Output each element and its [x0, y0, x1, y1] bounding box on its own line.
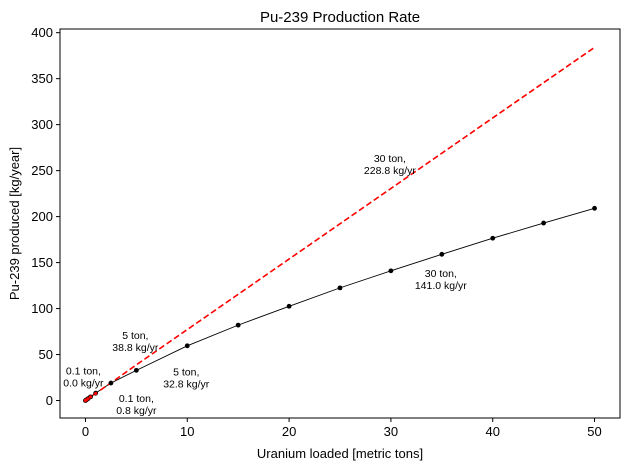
y-axis-ticks: 0 50 100 150 200 250 300 350 400: [31, 25, 60, 408]
annotation-line-2: 228.8 kg/yr: [364, 165, 416, 177]
y-tick-label: 200: [31, 209, 53, 224]
data-point: [388, 268, 394, 274]
y-tick-label: 50: [39, 347, 53, 362]
x-tick-label: 20: [282, 424, 296, 439]
data-point: [490, 235, 496, 241]
annotation-line-1: 5 ton,: [122, 330, 148, 342]
data-point: [133, 367, 139, 373]
data-point: [184, 343, 190, 349]
series-line-solid: [85, 207, 595, 401]
annotation-line-2: 141.0 kg/yr: [415, 280, 467, 292]
y-tick-label: 100: [31, 301, 53, 316]
annotation-line-1: 0.1 ton,: [119, 393, 154, 405]
data-point: [286, 303, 292, 309]
y-tick-label: 150: [31, 255, 53, 270]
data-point-red: [86, 397, 90, 401]
series-line-dashed: [84, 46, 596, 402]
data-point: [592, 205, 597, 211]
annotation-line-2: 0.0 kg/yr: [63, 378, 104, 390]
y-tick-label: 250: [31, 163, 53, 178]
data-point: [337, 285, 343, 291]
data-point: [235, 322, 241, 328]
y-axis-label: Pu-239 produced [kg/year]: [7, 147, 22, 300]
y-tick-label: 300: [31, 117, 53, 132]
y-tick-label: 400: [31, 25, 53, 40]
annotation-line-2: 32.8 kg/yr: [163, 379, 210, 391]
data-point: [108, 380, 114, 386]
annotation-line-1: 30 ton,: [374, 153, 406, 165]
data-point: [439, 251, 445, 257]
annotation-line-1: 0.1 ton,: [66, 366, 101, 378]
annotation-line-2: 38.8 kg/yr: [112, 342, 159, 354]
axes-frame: [59, 28, 621, 419]
x-tick-label: 0: [82, 424, 89, 439]
data-point-red: [88, 395, 93, 399]
annotations: 0.1 ton,0.0 kg/yr0.1 ton,0.8 kg/yr5 ton,…: [63, 153, 467, 417]
annotation-line-1: 5 ton,: [173, 367, 199, 379]
x-tick-label: 10: [180, 424, 194, 439]
x-tick-label: 50: [587, 424, 601, 439]
y-tick-label: 0: [46, 393, 53, 408]
x-tick-label: 30: [384, 424, 398, 439]
x-axis-label: Uranium loaded [metric tons]: [257, 446, 423, 461]
annotation-line-1: 30 ton,: [425, 268, 457, 280]
x-axis-ticks: 0 10 20 30 40 50: [82, 418, 602, 439]
data-point: [541, 220, 547, 226]
data-point-red: [94, 391, 98, 396]
x-tick-label: 40: [485, 424, 499, 439]
chart-title: Pu-239 Production Rate: [260, 9, 420, 26]
annotation-line-2: 0.8 kg/yr: [116, 405, 157, 417]
y-tick-label: 350: [31, 71, 53, 86]
plot-area: [83, 46, 597, 403]
